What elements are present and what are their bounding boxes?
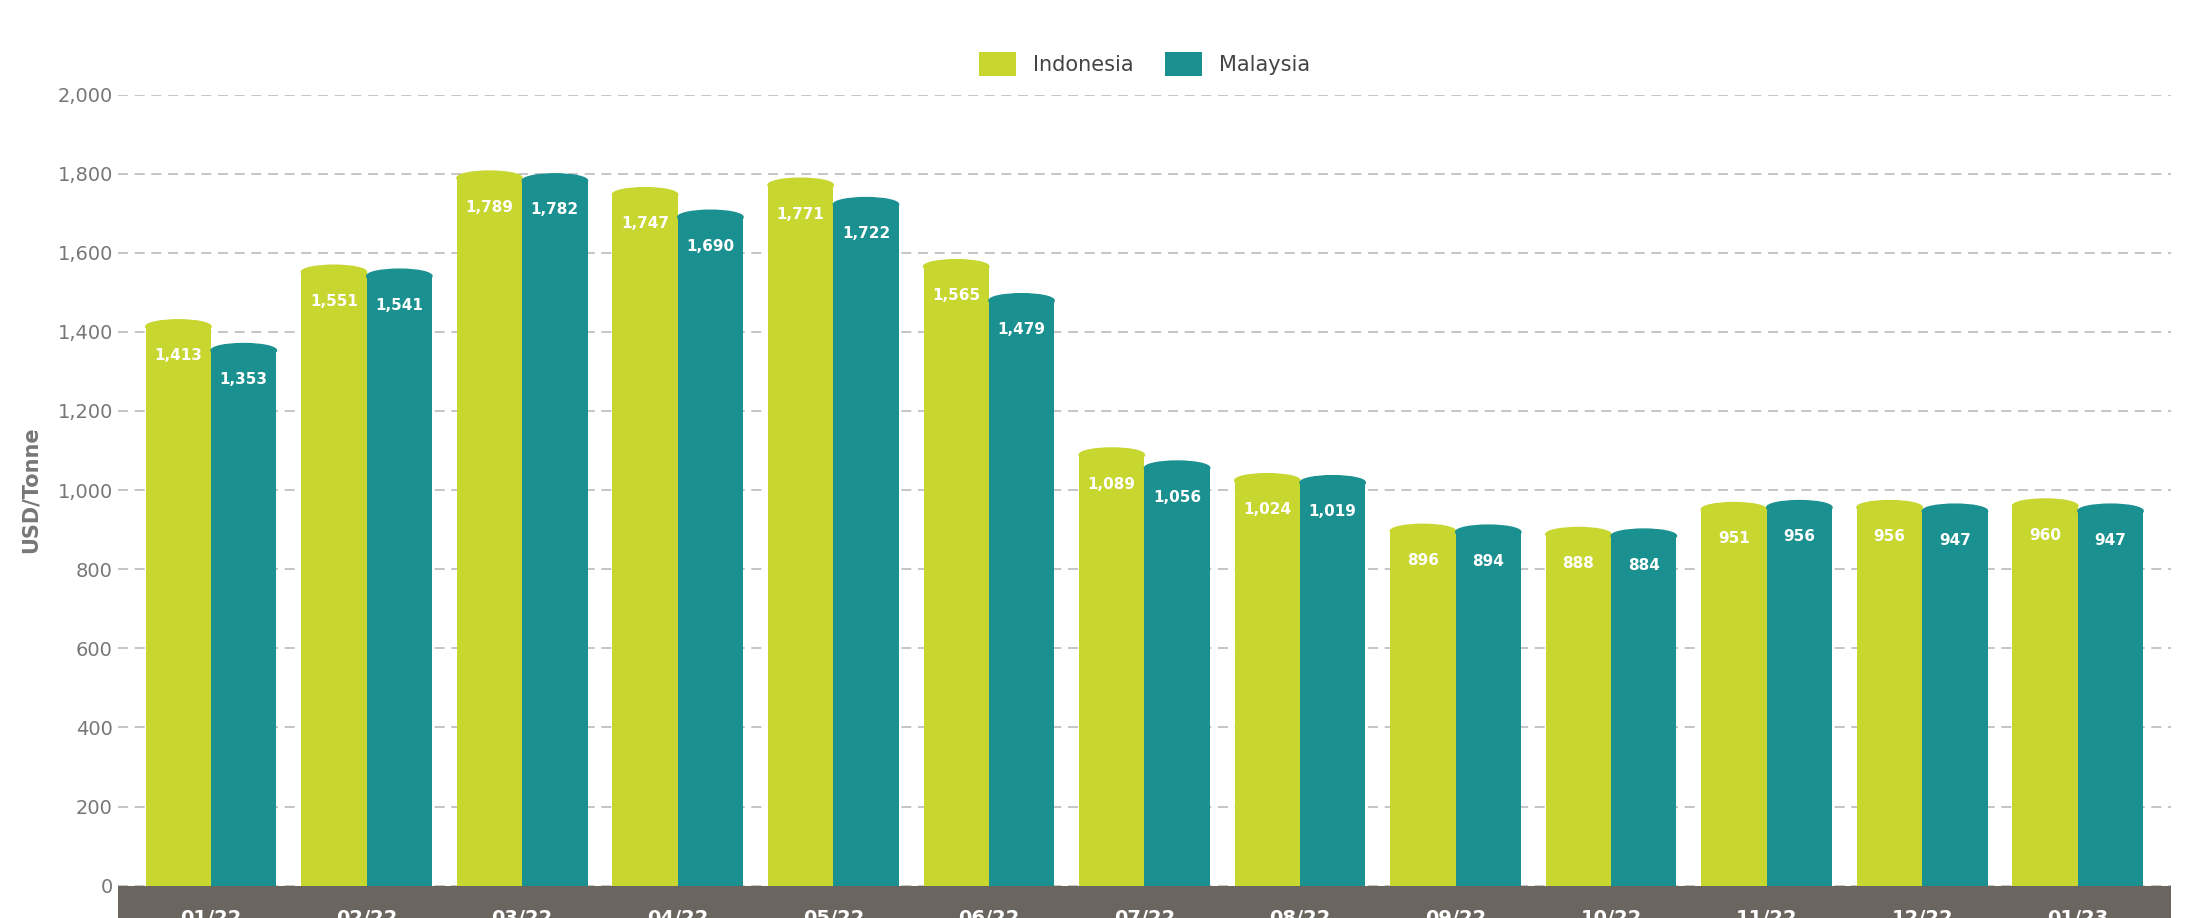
Ellipse shape [2078,504,2144,518]
Ellipse shape [1922,504,1988,518]
Ellipse shape [1455,525,1521,539]
Text: 1,551: 1,551 [309,294,357,308]
Ellipse shape [989,294,1054,308]
Ellipse shape [366,269,432,283]
Text: 956: 956 [1874,530,1905,544]
Text: 894: 894 [1473,554,1504,569]
Text: 888: 888 [1563,556,1594,571]
Text: 09/22: 09/22 [1425,909,1486,918]
Text: 1,747: 1,747 [620,217,669,231]
Bar [2012,506,2078,886]
Ellipse shape [1390,524,1455,538]
Ellipse shape [2012,499,2078,513]
Text: 1,690: 1,690 [686,239,734,254]
Text: 12/22: 12/22 [1892,909,1953,918]
Bar [612,195,677,886]
Bar [210,351,276,886]
Ellipse shape [612,187,677,202]
Text: 1,019: 1,019 [1309,504,1357,520]
Ellipse shape [923,260,989,274]
Text: 1,789: 1,789 [465,200,513,215]
Ellipse shape [1545,528,1611,542]
Text: 896: 896 [1407,553,1438,568]
Text: 1,024: 1,024 [1243,502,1291,518]
Text: 1,413: 1,413 [153,349,202,364]
Text: 02/22: 02/22 [335,909,397,918]
Legend: Indonesia, Malaysia: Indonesia, Malaysia [969,41,1320,86]
Ellipse shape [1234,474,1300,487]
Ellipse shape [833,197,899,211]
Text: 1,089: 1,089 [1087,476,1135,492]
Ellipse shape [1611,529,1677,543]
Y-axis label: USD/Tonne: USD/Tonne [22,427,42,554]
Bar [1234,481,1300,886]
Ellipse shape [1767,500,1833,514]
Text: 06/22: 06/22 [958,909,1019,918]
Text: 1,565: 1,565 [932,288,980,303]
Ellipse shape [210,343,276,357]
Ellipse shape [767,178,833,192]
Bar [366,276,432,886]
Ellipse shape [522,174,587,187]
Ellipse shape [300,265,366,279]
Text: 03/22: 03/22 [491,909,552,918]
Bar [145,327,210,886]
Ellipse shape [677,210,743,224]
Bar [1922,511,1988,886]
Text: 01/22: 01/22 [180,909,241,918]
Text: 10/22: 10/22 [1580,909,1642,918]
Bar [767,185,833,886]
Bar [1300,483,1366,886]
Bar [1545,534,1611,886]
Ellipse shape [1144,461,1210,475]
Bar [1390,532,1455,886]
Ellipse shape [1300,476,1366,489]
Bar [456,178,522,886]
Bar [1455,532,1521,886]
Text: 11/22: 11/22 [1736,909,1797,918]
Bar [1611,536,1677,886]
Bar [1078,455,1144,886]
Text: 1,541: 1,541 [375,297,423,313]
Text: 951: 951 [1719,532,1749,546]
Ellipse shape [145,319,210,333]
Bar [833,205,899,886]
Bar [522,181,587,886]
Text: 947: 947 [2096,532,2126,548]
Text: 1,353: 1,353 [219,372,267,387]
Text: 1,722: 1,722 [842,226,890,241]
Text: 960: 960 [2030,528,2060,543]
Ellipse shape [1078,448,1144,462]
Bar [1144,468,1210,886]
Bar [923,266,989,886]
Text: 1,782: 1,782 [530,203,579,218]
Text: 1,771: 1,771 [776,207,824,222]
Ellipse shape [1857,500,1922,514]
Bar [1701,509,1767,886]
Text: 956: 956 [1784,530,1815,544]
Text: 01/23: 01/23 [2047,909,2109,918]
Ellipse shape [1701,502,1767,517]
Bar [1857,508,1922,886]
Bar [300,272,366,886]
Text: 07/22: 07/22 [1114,909,1175,918]
Bar [989,300,1054,886]
Text: 947: 947 [1940,532,1971,548]
Ellipse shape [456,171,522,185]
Text: 05/22: 05/22 [802,909,864,918]
Text: 1,056: 1,056 [1153,489,1201,505]
Text: 04/22: 04/22 [647,909,708,918]
Text: 884: 884 [1629,558,1659,573]
Bar [2078,511,2144,886]
Text: 08/22: 08/22 [1269,909,1331,918]
Bar [677,218,743,886]
Text: 1,479: 1,479 [997,322,1046,337]
Bar [1767,508,1833,886]
